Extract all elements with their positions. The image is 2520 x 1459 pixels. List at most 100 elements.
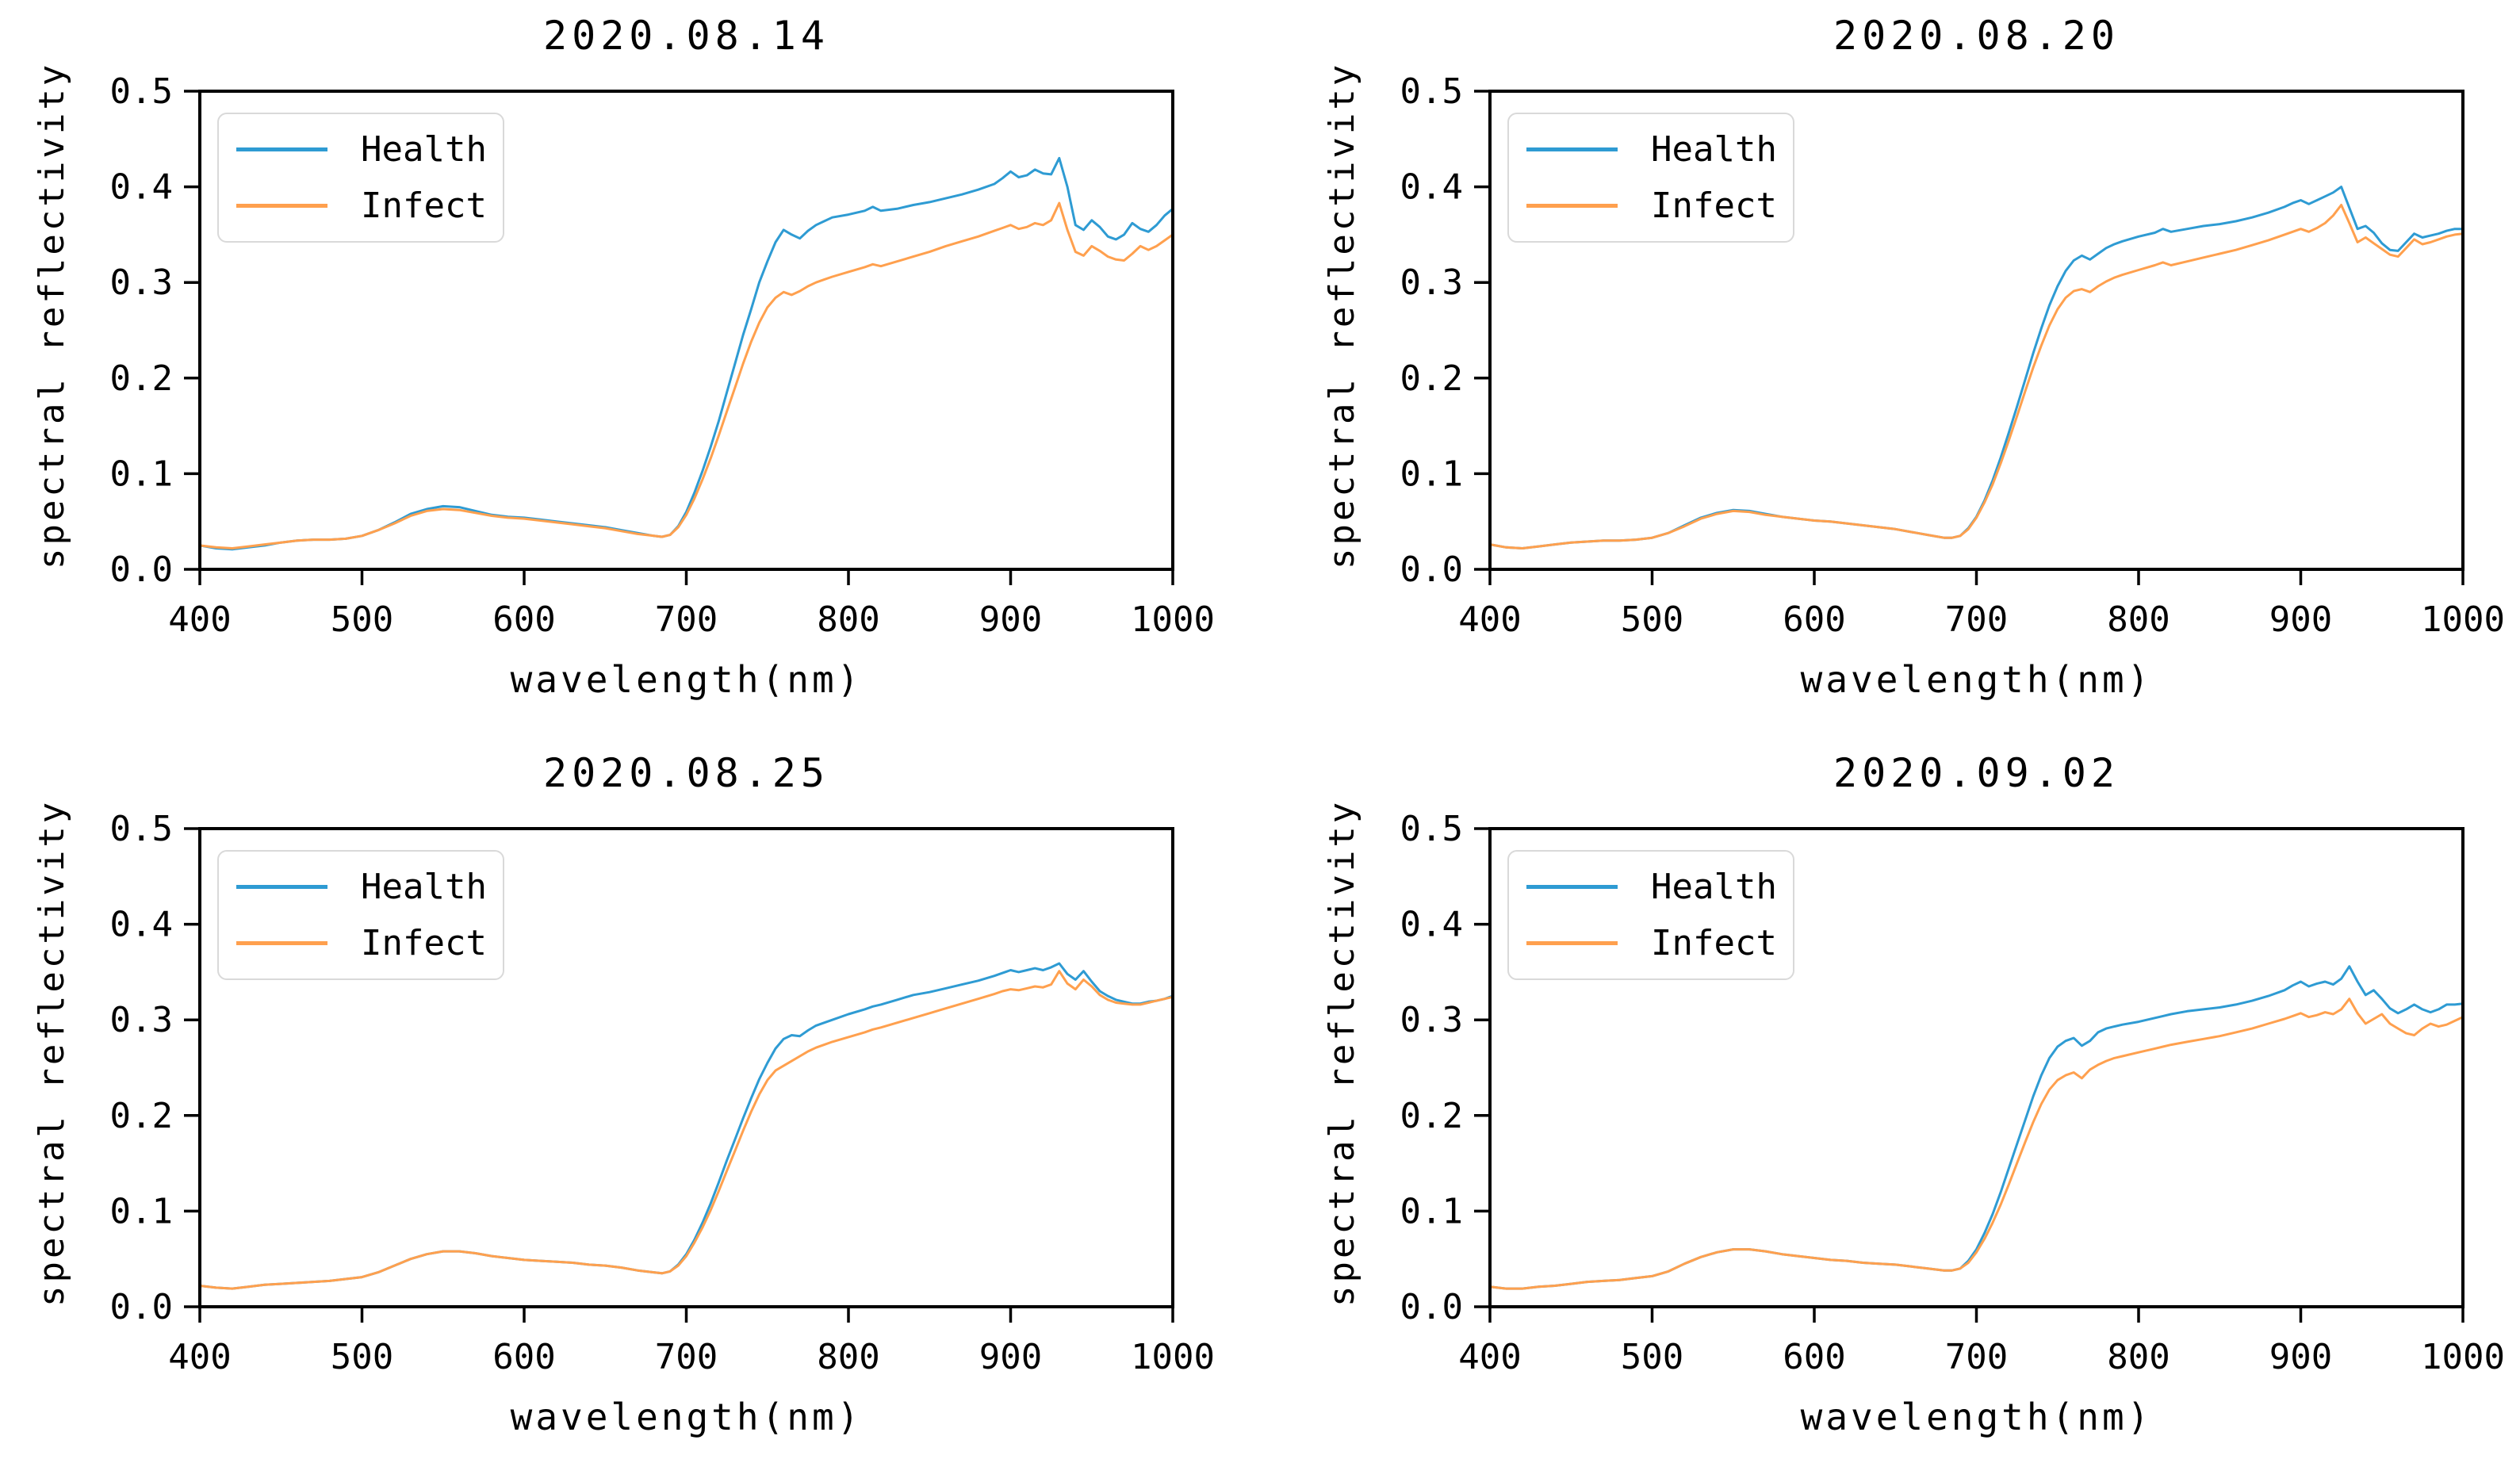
- y-tick-label: 0.4: [1400, 905, 1463, 945]
- infect-line: [198, 970, 1174, 1290]
- y-tick-label: 0.0: [110, 550, 173, 590]
- plot-area: 400 500 600 700 800 900 1000 0.0 0.1 0.2 0.3 0.4 0.5: [110, 71, 1215, 640]
- health-line-swatch: [236, 885, 327, 890]
- x-tick-label: 600: [1783, 1337, 1845, 1377]
- x-tick-label: 900: [979, 599, 1042, 640]
- y-tick-label: 0.1: [1400, 1191, 1463, 1231]
- legend-item-infect: Infect: [1509, 923, 1793, 963]
- y-tick-label: 0.5: [1400, 809, 1463, 849]
- x-tick-label: 900: [979, 1337, 1042, 1377]
- legend-item-health: Health: [1509, 867, 1793, 907]
- y-tick-label: 0.3: [1400, 1000, 1463, 1040]
- chart-title: 2020.08.14: [542, 13, 830, 59]
- health-line-swatch: [236, 147, 327, 152]
- legend: Health Infect: [217, 113, 504, 243]
- plot-area: 400 500 600 700 800 900 1000 0.0 0.1 0.2 0.3 0.4 0.5: [110, 809, 1215, 1377]
- legend: Health Infect: [1507, 850, 1794, 980]
- subplot-2020-08-14: 2020.08.14 spectral reflectivity 400 500 6…: [0, 0, 1260, 730]
- chart-title: 2020.09.02: [1833, 750, 2120, 796]
- x-tick-label: 800: [2107, 599, 2170, 640]
- infect-line-swatch: [1526, 940, 1618, 945]
- chart-title: 2020.08.20: [1833, 13, 2120, 59]
- y-tick-label: 0.4: [110, 905, 173, 945]
- x-tick-label: 1000: [1131, 599, 1215, 640]
- legend-item-infect: Infect: [1509, 186, 1793, 226]
- x-axis-label: wavelength(nm): [510, 1396, 863, 1438]
- y-tick-label: 0.0: [1400, 550, 1463, 590]
- infect-line: [198, 201, 1174, 550]
- y-tick-label: 0.4: [1400, 167, 1463, 208]
- x-tick-label: 500: [1621, 1337, 1683, 1377]
- subplot-2020-08-20: 2020.08.20 spectral reflectivity 400 500 6…: [1260, 0, 2520, 730]
- x-tick-label: 400: [1458, 599, 1521, 640]
- x-axis-label: wavelength(nm): [1800, 658, 2153, 701]
- legend-label-health: Health: [361, 129, 487, 170]
- legend-label-infect: Infect: [361, 922, 487, 963]
- y-tick-label: 0.3: [1400, 262, 1463, 303]
- x-tick-label: 800: [2107, 1337, 2170, 1377]
- legend-label-health: Health: [1651, 129, 1777, 170]
- x-tick-label: 600: [492, 1337, 555, 1377]
- y-tick-label: 0.1: [1400, 454, 1463, 494]
- plot-area: 400 500 600 700 800 900 1000 0.0 0.1 0.2 0.3 0.4 0.5: [1400, 809, 2505, 1377]
- y-tick-label: 0.2: [110, 358, 173, 399]
- plot-area: 400 500 600 700 800 900 1000 0.0 0.1 0.2 0.3 0.4 0.5: [1400, 71, 2505, 640]
- axes-frame: [198, 90, 1174, 571]
- health-line: [198, 156, 1174, 551]
- legend-item-health: Health: [219, 129, 503, 170]
- y-tick-label: 0.1: [110, 454, 173, 494]
- x-tick-label: 400: [168, 599, 231, 640]
- legend-label-health: Health: [361, 867, 487, 908]
- x-tick-label: 700: [655, 1337, 718, 1377]
- infect-line-swatch: [1526, 203, 1618, 208]
- x-tick-label: 600: [1783, 599, 1845, 640]
- y-tick-label: 0.0: [110, 1287, 173, 1327]
- axes-frame: [198, 827, 1174, 1308]
- x-tick-label: 900: [2269, 599, 2332, 640]
- x-axis-label: wavelength(nm): [1800, 1396, 2153, 1438]
- x-tick-label: 1000: [1131, 1337, 1215, 1377]
- legend-label-infect: Infect: [361, 185, 487, 226]
- health-line: [198, 962, 1174, 1290]
- y-tick-label: 0.5: [110, 71, 173, 112]
- y-tick-label: 0.3: [110, 1000, 173, 1040]
- subplot-2020-09-02: 2020.09.02 spectral reflectivity 400 500 6…: [1260, 730, 2520, 1459]
- legend-item-health: Health: [1509, 129, 1793, 170]
- x-tick-label: 800: [817, 599, 879, 640]
- x-tick-label: 900: [2269, 1337, 2332, 1377]
- x-axis-label: wavelength(nm): [510, 658, 863, 701]
- axes-frame: [1488, 90, 2464, 571]
- legend-label-infect: Infect: [1651, 922, 1777, 963]
- y-tick-label: 0.2: [1400, 358, 1463, 399]
- y-tick-label: 0.2: [1400, 1096, 1463, 1136]
- legend-item-health: Health: [219, 867, 503, 907]
- infect-line-swatch: [236, 940, 327, 945]
- health-line-swatch: [1526, 885, 1618, 890]
- legend-label-health: Health: [1651, 867, 1777, 908]
- health-line-swatch: [1526, 147, 1618, 152]
- x-tick-label: 1000: [2421, 599, 2505, 640]
- legend-item-infect: Infect: [219, 923, 503, 963]
- chart-title: 2020.08.25: [542, 750, 830, 796]
- x-tick-label: 500: [331, 1337, 393, 1377]
- subplot-2020-08-25: 2020.08.25 spectral reflectivity 400 500 6…: [0, 730, 1260, 1459]
- y-tick-label: 0.3: [110, 262, 173, 303]
- y-tick-label: 0.1: [110, 1191, 173, 1231]
- x-tick-label: 400: [168, 1337, 231, 1377]
- y-tick-label: 0.5: [110, 809, 173, 849]
- x-tick-label: 500: [1621, 599, 1683, 640]
- x-tick-label: 800: [817, 1337, 879, 1377]
- infect-line: [1488, 204, 2464, 550]
- y-tick-label: 0.0: [1400, 1287, 1463, 1327]
- infect-line-swatch: [236, 203, 327, 208]
- x-tick-label: 700: [1945, 599, 2008, 640]
- x-tick-label: 700: [1945, 1337, 2008, 1377]
- x-tick-label: 700: [655, 599, 718, 640]
- legend-label-infect: Infect: [1651, 185, 1777, 226]
- legend-item-infect: Infect: [219, 186, 503, 226]
- x-tick-label: 600: [492, 599, 555, 640]
- y-tick-label: 0.4: [110, 167, 173, 208]
- legend: Health Infect: [217, 850, 504, 980]
- x-tick-label: 500: [331, 599, 393, 640]
- legend: Health Infect: [1507, 113, 1794, 243]
